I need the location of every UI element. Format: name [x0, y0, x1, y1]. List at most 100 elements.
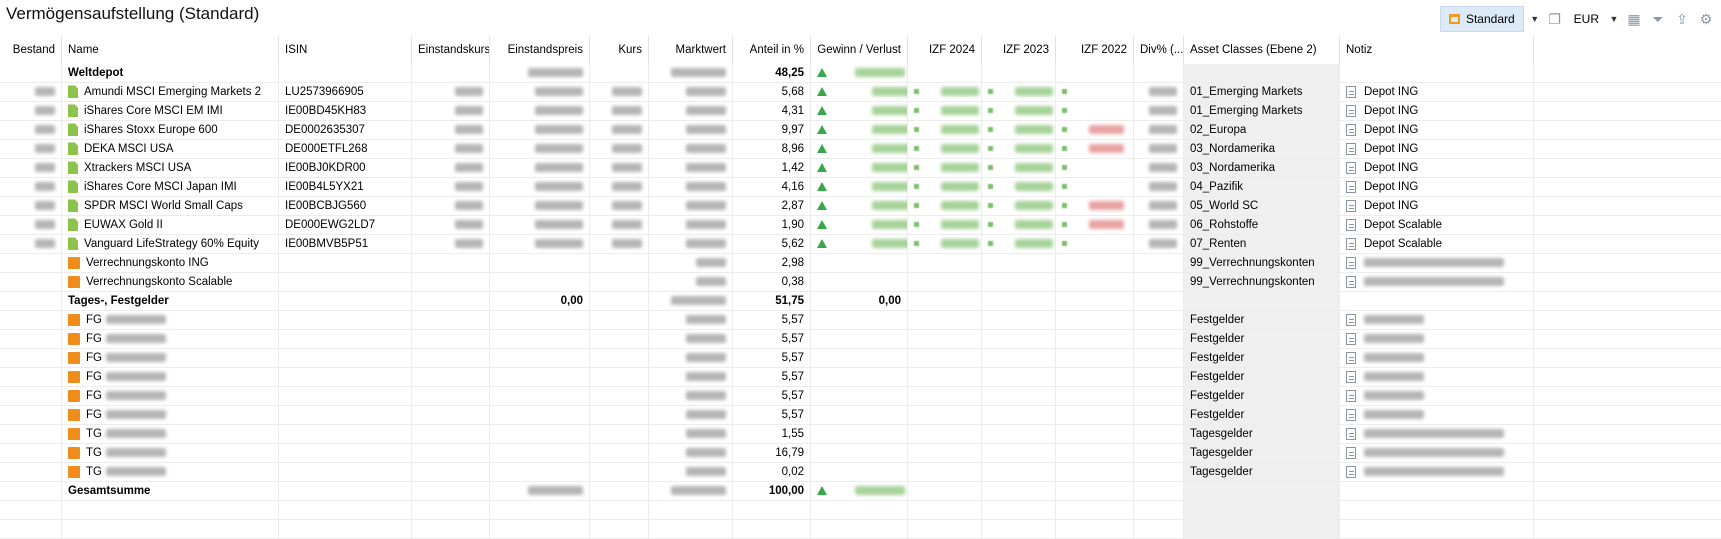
table-cell: [908, 387, 982, 405]
redacted-value: [855, 486, 905, 496]
table-cell: [982, 463, 1056, 481]
column-header[interactable]: Asset Classes (Ebene 2): [1184, 36, 1340, 64]
redacted-value: [455, 87, 483, 97]
column-header[interactable]: Marktwert: [649, 36, 733, 64]
redacted-value: [455, 125, 483, 135]
table-cell: 01_Emerging Markets: [1184, 83, 1340, 101]
table-cell: [0, 406, 62, 424]
table-row[interactable]: FG 5,57 Festgelder: [0, 368, 1721, 387]
table-cell: [279, 463, 412, 481]
redacted-value: [612, 163, 642, 173]
table-row[interactable]: Gesamtsumme 100,00: [0, 482, 1721, 501]
table-cell: [0, 121, 62, 139]
table-cell: [412, 368, 490, 386]
redacted-value: [105, 315, 166, 325]
table-cell: [1134, 349, 1184, 367]
window-icon[interactable]: ❐: [1548, 10, 1561, 27]
table-cell: [412, 349, 490, 367]
table-cell: [1184, 482, 1340, 500]
table-row[interactable]: Xtrackers MSCI USA IE00BJ0KDR00 1,42 03_Nor…: [0, 159, 1721, 178]
table-row[interactable]: iShares Core MSCI Japan IMI IE00B4L5YX21 4…: [0, 178, 1721, 197]
security-icon: [68, 161, 78, 175]
column-header[interactable]: Einstandskurs: [412, 36, 490, 64]
table-row[interactable]: EUWAX Gold II DE000EWG2LD7 1,90 06_Rohstoff…: [0, 216, 1721, 235]
table-cell: Xtrackers MSCI USA: [62, 159, 279, 177]
table-cell: 5,57: [733, 368, 811, 386]
redacted-value: [686, 144, 726, 154]
note-icon: [1346, 275, 1356, 288]
table-row[interactable]: FG 5,57 Festgelder: [0, 330, 1721, 349]
column-header[interactable]: IZF 2024: [908, 36, 982, 64]
table-row[interactable]: FG 5,57 Festgelder: [0, 387, 1721, 406]
table-row[interactable]: FG 5,57 Festgelder: [0, 311, 1721, 330]
table-row[interactable]: FG 5,57 Festgelder: [0, 406, 1721, 425]
table-row[interactable]: TG 0,02 Tagesgelder: [0, 463, 1721, 482]
column-header[interactable]: IZF 2022: [1056, 36, 1134, 64]
gear-icon[interactable]: ⚙: [1699, 10, 1713, 27]
table-row[interactable]: iShares Core MSCI EM IMI IE00BD45KH83 4,31…: [0, 102, 1721, 121]
column-header[interactable]: Div% (...: [1134, 36, 1184, 64]
table-cell: [1134, 311, 1184, 329]
table-row[interactable]: DEKA MSCI USA DE000ETFL268 8,96 03_Nordamer…: [0, 140, 1721, 159]
cell-text: iShares Core MSCI Japan IMI: [84, 181, 237, 193]
table-row[interactable]: SPDR MSCI World Small Caps IE00BCBJG560 2,…: [0, 197, 1721, 216]
table-cell: [1134, 235, 1184, 253]
table-cell: [982, 64, 1056, 82]
table-row[interactable]: FG 5,57 Festgelder: [0, 349, 1721, 368]
column-header[interactable]: ISIN: [279, 36, 412, 64]
table-row[interactable]: TG 16,79 Tagesgelder: [0, 444, 1721, 463]
table-cell: [649, 406, 733, 424]
column-header[interactable]: Anteil in %: [733, 36, 811, 64]
table-cell: [412, 463, 490, 481]
table-cell: [1340, 463, 1534, 481]
redacted-value: [1089, 144, 1124, 154]
table-cell: [649, 330, 733, 348]
calendar-icon[interactable]: ▦: [1627, 10, 1641, 27]
table-cell: [0, 444, 62, 462]
column-header[interactable]: Bestand: [0, 36, 62, 64]
cell-text: 2,98: [781, 257, 804, 269]
table-cell: [908, 463, 982, 481]
table-cell: [649, 311, 733, 329]
column-header[interactable]: Name: [62, 36, 279, 64]
table-cell: [1184, 64, 1340, 82]
column-header[interactable]: IZF 2023: [982, 36, 1056, 64]
column-header[interactable]: Einstandspreis: [490, 36, 590, 64]
table-row[interactable]: Amundi MSCI Emerging Markets 2 LU25739669…: [0, 83, 1721, 102]
redacted-value: [872, 163, 907, 173]
cell-text: Depot ING: [1364, 181, 1419, 193]
currency-select[interactable]: EUR: [1573, 12, 1599, 26]
export-icon[interactable]: ⇪: [1676, 10, 1688, 27]
trend-icon: [914, 108, 919, 114]
table-row[interactable]: Verrechnungskonto Scalable 0,38 99_Verrech…: [0, 273, 1721, 292]
redacted-value: [671, 68, 726, 78]
table-cell: [490, 501, 590, 519]
view-dropdown-chevron-icon[interactable]: ▼: [1530, 14, 1540, 24]
table-cell: Weltdepot: [62, 64, 279, 82]
table-cell: [982, 235, 1056, 253]
currency-chevron-icon[interactable]: ▼: [1609, 14, 1619, 24]
table-cell: FG: [62, 330, 279, 348]
column-header[interactable]: Gewinn / Verlust: [811, 36, 908, 64]
filter-icon[interactable]: ⏷: [1652, 10, 1664, 27]
cell-text: 5,57: [781, 371, 804, 383]
table-row[interactable]: Vanguard LifeStrategy 60% Equity IE00BMVB…: [0, 235, 1721, 254]
table-row[interactable]: Weltdepot 48,25: [0, 64, 1721, 83]
table-cell: 8,96: [733, 140, 811, 158]
table-row[interactable]: Tages-, Festgelder 0,00 51,75 0,00: [0, 292, 1721, 311]
table-row[interactable]: Verrechnungskonto ING 2,98 99_Verrechnungs…: [0, 254, 1721, 273]
table-cell: [1134, 178, 1184, 196]
cell-text: iShares Stoxx Europe 600: [84, 124, 218, 136]
table-row[interactable]: iShares Stoxx Europe 600 DE0002635307 9,97…: [0, 121, 1721, 140]
table-cell: [649, 463, 733, 481]
trend-icon: [1062, 203, 1067, 209]
table-cell: [590, 349, 649, 367]
table-cell: [811, 254, 908, 272]
column-header[interactable]: Notiz: [1340, 36, 1534, 64]
table-row[interactable]: TG 1,55 Tagesgelder: [0, 425, 1721, 444]
redacted-value: [855, 68, 905, 78]
cell-text: 03_Nordamerika: [1190, 162, 1276, 174]
table-cell: [908, 406, 982, 424]
column-header[interactable]: Kurs: [590, 36, 649, 64]
view-select-button[interactable]: Standard: [1439, 6, 1524, 32]
